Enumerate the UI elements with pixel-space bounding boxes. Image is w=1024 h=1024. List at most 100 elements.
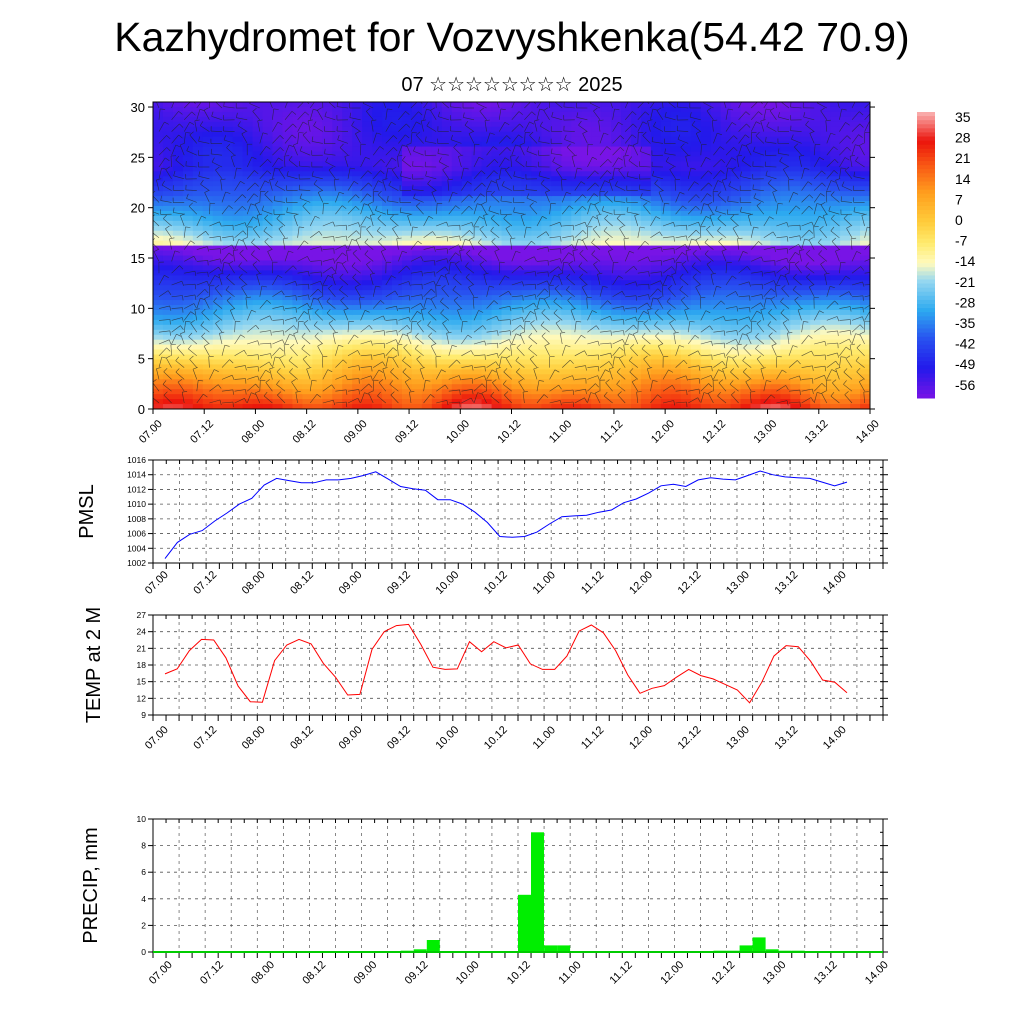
heatmap-cell [392,369,403,375]
heatmap-cell [640,334,652,341]
heatmap-cell [202,329,214,336]
heatmap-cell [461,389,473,395]
heatmap-cell [162,102,174,108]
heatmap-cell [352,374,363,380]
heatmap-cell [830,329,841,336]
heatmap-cell [591,260,602,266]
heatmap-cell [461,136,473,143]
heatmap-cell [790,146,801,153]
heatmap-cell [581,146,592,153]
heatmap-cell [521,210,533,217]
heatmap-cell [820,235,831,242]
heatmap-cell [421,146,433,153]
heatmap-cell [461,260,473,266]
heatmap-cell [591,399,602,405]
heatmap-cell [631,290,642,296]
heatmap-cell [252,245,264,252]
heatmap-cell [581,121,592,128]
heatmap-cell [222,369,234,375]
heatmap-cell [830,270,841,276]
heatmap-cell [342,300,353,306]
heatmap-cell [242,260,254,266]
heatmap-cell [561,305,572,311]
heatmap-cell [292,334,303,341]
heatmap-cell [491,384,503,390]
heatmap-cell [640,270,652,276]
heatmap-cell [421,196,433,202]
heatmap-cell [601,205,612,212]
heatmap-cell [212,240,224,247]
heatmap-cell [760,156,772,163]
heatmap-cell [720,300,732,306]
wind-barb-flag [253,193,259,198]
heatmap-cell [262,102,274,108]
heatmap-cell [770,121,781,128]
heatmap-cell [740,156,752,163]
heatmap-cell [401,265,413,271]
heatmap-cell [561,285,572,291]
heatmap-cell [471,106,483,113]
wind-barb [196,393,204,404]
heatmap-cell [153,290,164,296]
wind-barb-flag [254,170,259,175]
heatmap-cell [192,359,204,366]
heatmap-cell [272,394,284,400]
heatmap-cell [162,384,174,390]
heatmap-cell [631,354,642,361]
heatmap-cell [501,171,513,177]
heatmap-cell [650,121,662,128]
heatmap-cell [670,354,682,361]
heatmap-cell [431,136,443,143]
heatmap-cell [800,210,811,217]
heatmap-cell [212,369,224,375]
heatmap-cell [621,339,632,346]
wind-barb [209,248,221,250]
heatmap-cell [581,156,592,163]
heatmap-cell [421,186,433,192]
heatmap-cell [262,205,274,212]
heatmap-cell [700,394,712,400]
heatmap-cell [441,201,453,207]
heatmap-cell [840,196,851,202]
heatmap-cell [511,225,523,232]
heatmap-cell [212,295,224,301]
heatmap-cell [720,275,732,281]
heatmap-cell [431,314,443,321]
heatmap-cell [551,181,562,187]
heatmap-cell [153,161,164,167]
heatmap-cell [640,275,652,281]
heatmap-cell [650,399,662,405]
heatmap-cell [182,126,194,133]
heatmap-cell [561,141,572,148]
heatmap-cell [431,102,443,108]
heatmap-cell [820,265,831,271]
heatmap-cell [382,201,393,207]
heatmap-cell [461,146,473,153]
heatmap-cell [531,389,542,395]
heatmap-cell [153,126,164,133]
heatmap-cell [541,196,552,202]
heatmap-cell [621,136,632,143]
heatmap-cell [750,171,762,177]
heatmap-cell [770,186,781,192]
heatmap-cell [411,295,423,301]
heatmap-cell [800,280,811,286]
heatmap-cell [461,280,473,286]
heatmap-cell [222,290,234,296]
heatmap-cell [601,329,612,336]
heatmap-cell [710,394,722,400]
heatmap-cell [521,111,533,118]
heatmap-cell [850,324,861,331]
heatmap-cell [690,364,702,370]
heatmap-cell [860,111,870,118]
heatmap-cell [222,136,234,143]
wind-barb [203,346,210,356]
heatmap-cell [601,245,612,252]
heatmap-cell [501,191,513,197]
heatmap-cell [262,324,274,331]
heatmap-cell [860,399,870,405]
heatmap-cell [312,265,323,271]
heatmap-cell [252,225,264,232]
heatmap-cell [650,250,662,257]
wind-barb [221,191,226,203]
